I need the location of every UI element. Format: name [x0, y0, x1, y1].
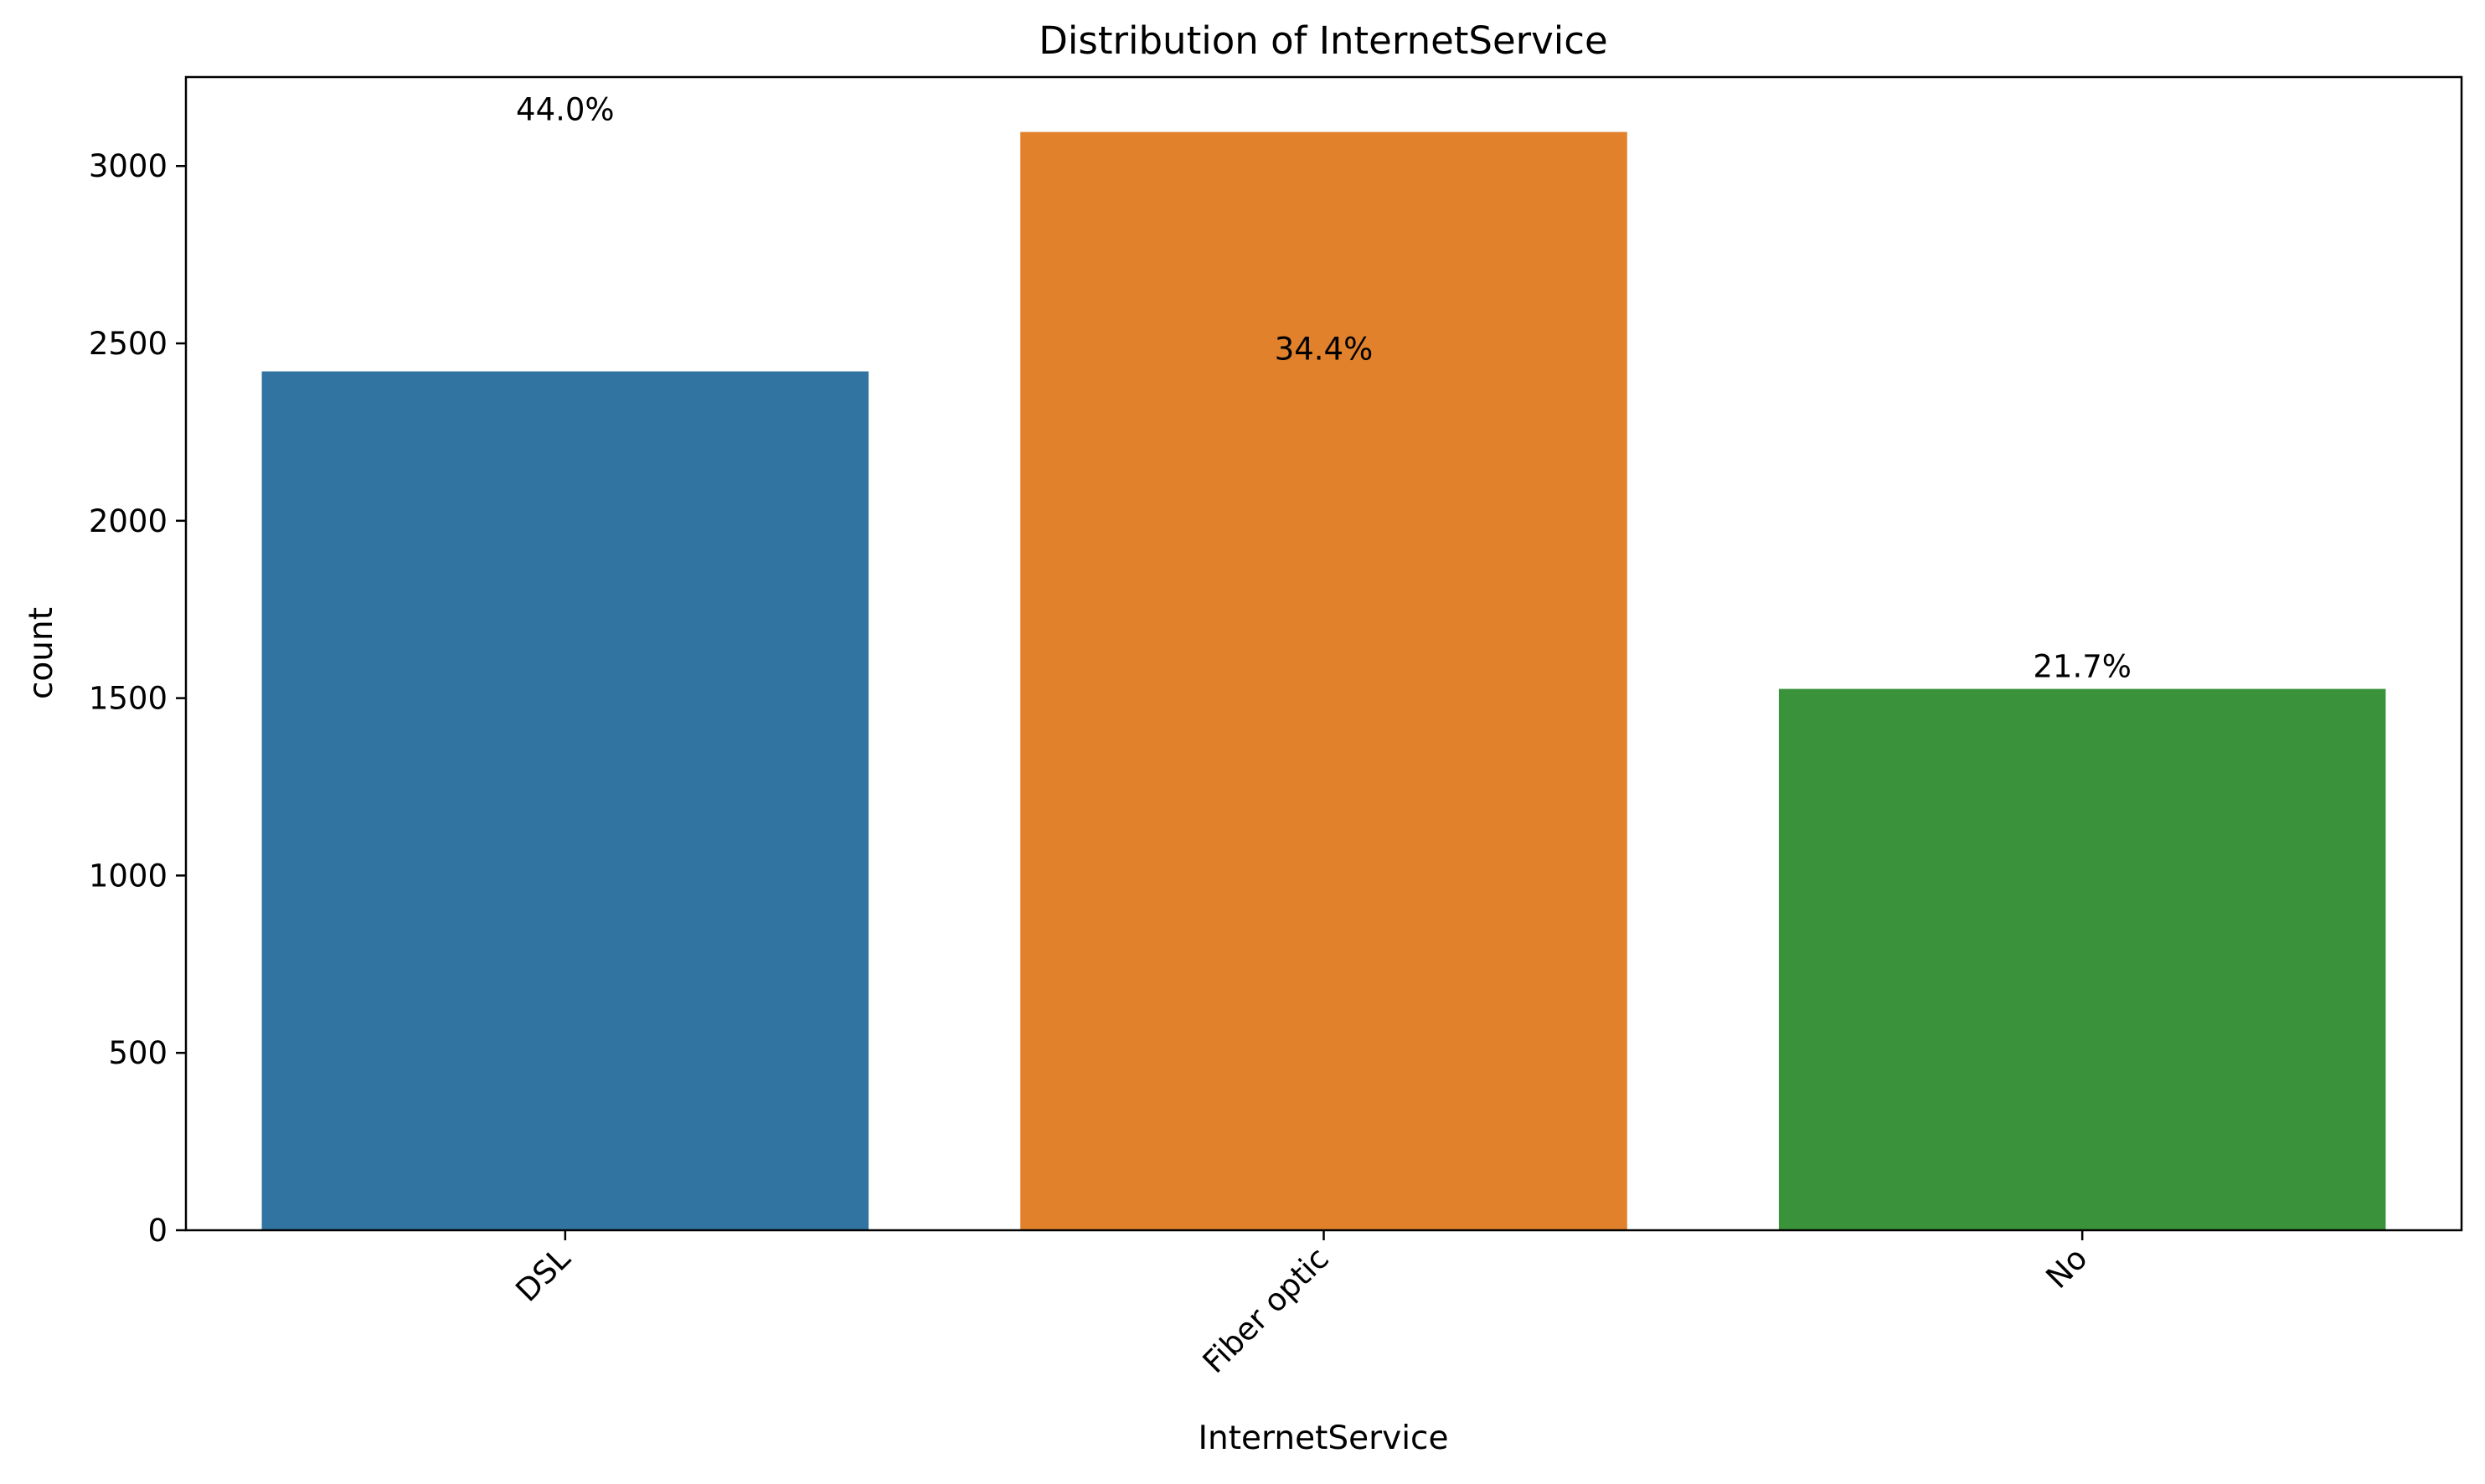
- y-tick-label: 500: [108, 1035, 168, 1071]
- percent-label: 44.0%: [516, 92, 615, 128]
- plot-frame: [184, 75, 2463, 1232]
- y-tick-label: 2000: [89, 503, 168, 539]
- y-tick-label: 1000: [89, 858, 168, 894]
- y-tick-label: 1500: [89, 681, 168, 717]
- y-axis-title: count: [23, 607, 60, 699]
- x-tick-label: DSL: [508, 1240, 577, 1309]
- x-axis: DSL Fiber optic No: [508, 1230, 2095, 1380]
- percent-label: 21.7%: [2033, 649, 2132, 685]
- bars-layer: [261, 131, 2386, 1231]
- percent-label: 34.4%: [1275, 331, 1374, 367]
- bar-fiber-optic: [1020, 131, 1627, 1231]
- bar-dsl: [261, 371, 869, 1230]
- x-tick-label: Fiber optic: [1196, 1240, 1336, 1380]
- y-axis: 0 500 1000 1500 2000 2500 3000: [89, 148, 186, 1249]
- y-tick-label: 3000: [89, 148, 168, 184]
- percent-labels-layer: 44.0% 34.4% 21.7%: [516, 92, 2132, 685]
- y-tick-label: 2500: [89, 326, 168, 362]
- x-tick-label: No: [2039, 1240, 2095, 1296]
- y-tick-label: 0: [147, 1213, 168, 1249]
- chart-title: Distribution of InternetService: [1039, 18, 1608, 63]
- bar-no: [1778, 688, 2386, 1230]
- x-axis-title: InternetService: [1199, 1420, 1449, 1457]
